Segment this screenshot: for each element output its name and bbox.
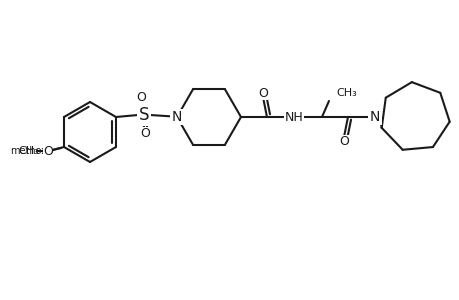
Text: NH: NH	[284, 110, 302, 124]
Text: O: O	[136, 91, 146, 103]
Text: CH₃: CH₃	[335, 88, 356, 98]
Text: O: O	[140, 127, 150, 140]
Text: O: O	[43, 145, 53, 158]
Text: methoxy: methoxy	[10, 146, 52, 156]
Text: S: S	[139, 106, 149, 124]
Text: N: N	[171, 110, 182, 124]
Text: O: O	[43, 145, 53, 158]
Text: O: O	[338, 134, 348, 148]
Text: CH₃: CH₃	[19, 146, 39, 156]
Text: N: N	[369, 110, 379, 124]
Text: O: O	[257, 86, 267, 100]
